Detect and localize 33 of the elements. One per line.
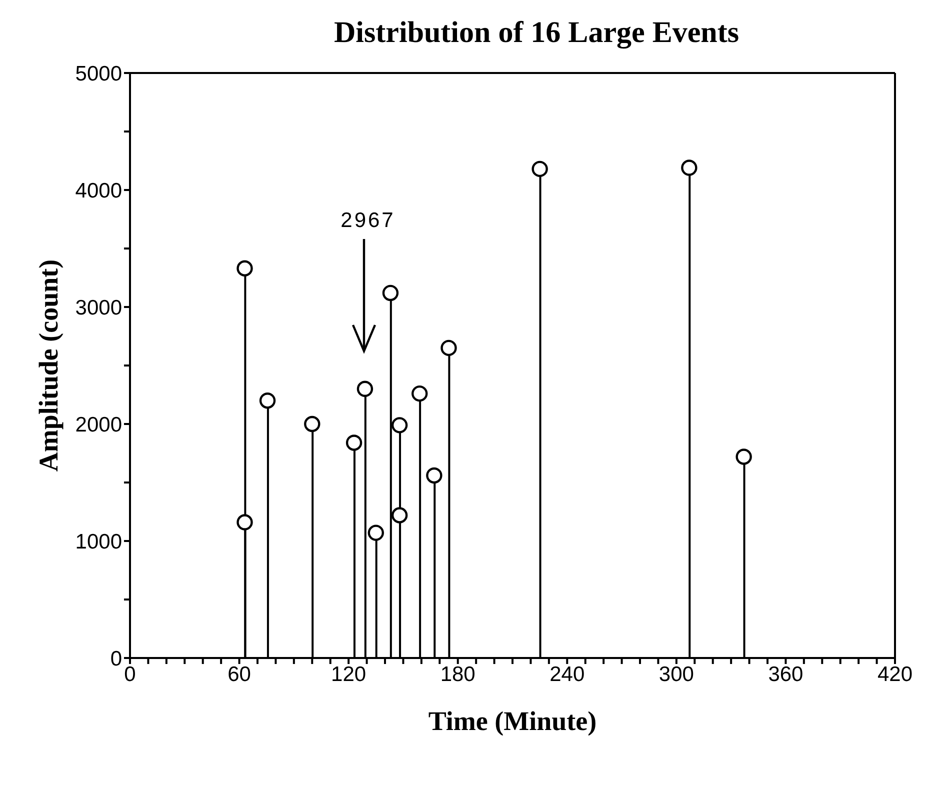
y-tick-label: 2000	[75, 413, 122, 436]
point	[368, 524, 384, 541]
point	[304, 416, 320, 432]
y-tick-label: 0	[110, 647, 122, 670]
y-tick-label: 3000	[75, 296, 122, 320]
point	[382, 284, 399, 302]
x-tick-label: 180	[440, 662, 476, 686]
x-tick-label: 300	[658, 662, 694, 686]
y-tick-label: 1000	[75, 530, 122, 554]
annotation: 2967	[340, 209, 396, 232]
point	[736, 448, 752, 465]
y-axis-title: Amplitude (count)	[34, 259, 64, 472]
x-tick-label: 120	[331, 662, 366, 686]
point	[236, 260, 253, 276]
point	[259, 392, 276, 409]
x-tick-label: 360	[768, 662, 804, 686]
point	[391, 417, 408, 434]
x-tick-label: 60	[228, 662, 251, 686]
x-tick-label: 420	[877, 662, 913, 686]
y-tick-label: 5000	[75, 62, 122, 86]
point	[412, 385, 428, 402]
point	[236, 514, 253, 530]
point	[532, 160, 548, 178]
chart-title: Distribution of 16 Large Events	[333, 16, 740, 50]
y-tick-label: 4000	[75, 179, 122, 202]
point	[681, 160, 698, 176]
point	[391, 507, 408, 524]
point	[356, 380, 374, 397]
x-axis-title: Time (Minute)	[428, 706, 597, 736]
point	[346, 434, 362, 451]
point	[426, 467, 442, 484]
point	[440, 340, 457, 356]
x-tick-label: 240	[550, 662, 585, 686]
